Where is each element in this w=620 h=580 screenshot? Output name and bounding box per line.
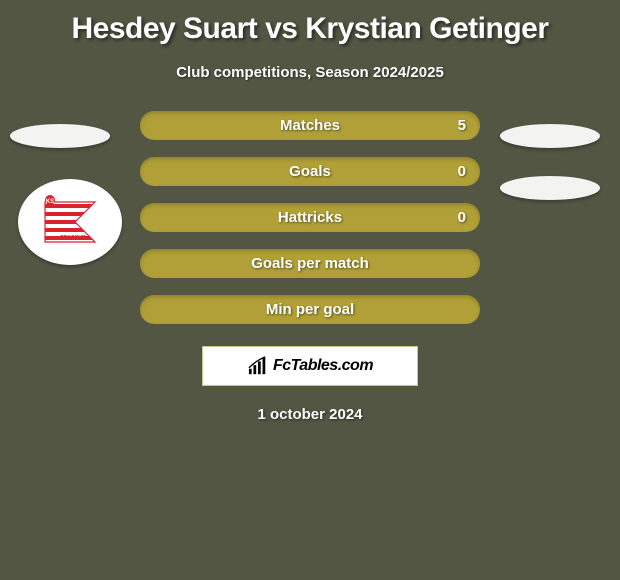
brand-bars-icon — [247, 356, 269, 376]
brand-logo-box: FcTables.com — [202, 346, 418, 386]
stat-row-goals-per-match: Goals per match — [140, 249, 480, 278]
stat-value: 0 — [458, 163, 466, 180]
page-title: Hesdey Suart vs Krystian Getinger — [0, 0, 620, 46]
stat-label: Goals per match — [251, 255, 369, 272]
stat-row-goals: Goals 0 — [140, 157, 480, 186]
stat-row-min-per-goal: Min per goal — [140, 295, 480, 324]
brand-text: FcTables.com — [273, 357, 373, 375]
stat-value: 5 — [458, 117, 466, 134]
stat-row-hattricks: Hattricks 0 — [140, 203, 480, 232]
cracovia-flag-icon: KS CRACOVIA — [40, 192, 100, 252]
subtitle: Club competitions, Season 2024/2025 — [0, 64, 620, 81]
team-badge-right-2 — [500, 176, 600, 200]
date-text: 1 october 2024 — [0, 406, 620, 423]
stat-label: Min per goal — [266, 301, 354, 318]
stat-label: Goals — [289, 163, 331, 180]
stat-value: 0 — [458, 209, 466, 226]
stat-label: Matches — [280, 117, 340, 134]
svg-text:CRACOVIA: CRACOVIA — [60, 235, 87, 241]
stat-row-matches: Matches 5 — [140, 111, 480, 140]
team-badge-left-1 — [10, 124, 110, 148]
svg-text:KS: KS — [46, 199, 54, 205]
club-logo-cracovia: KS CRACOVIA — [18, 179, 122, 265]
stat-label: Hattricks — [278, 209, 342, 226]
team-badge-right-1 — [500, 124, 600, 148]
